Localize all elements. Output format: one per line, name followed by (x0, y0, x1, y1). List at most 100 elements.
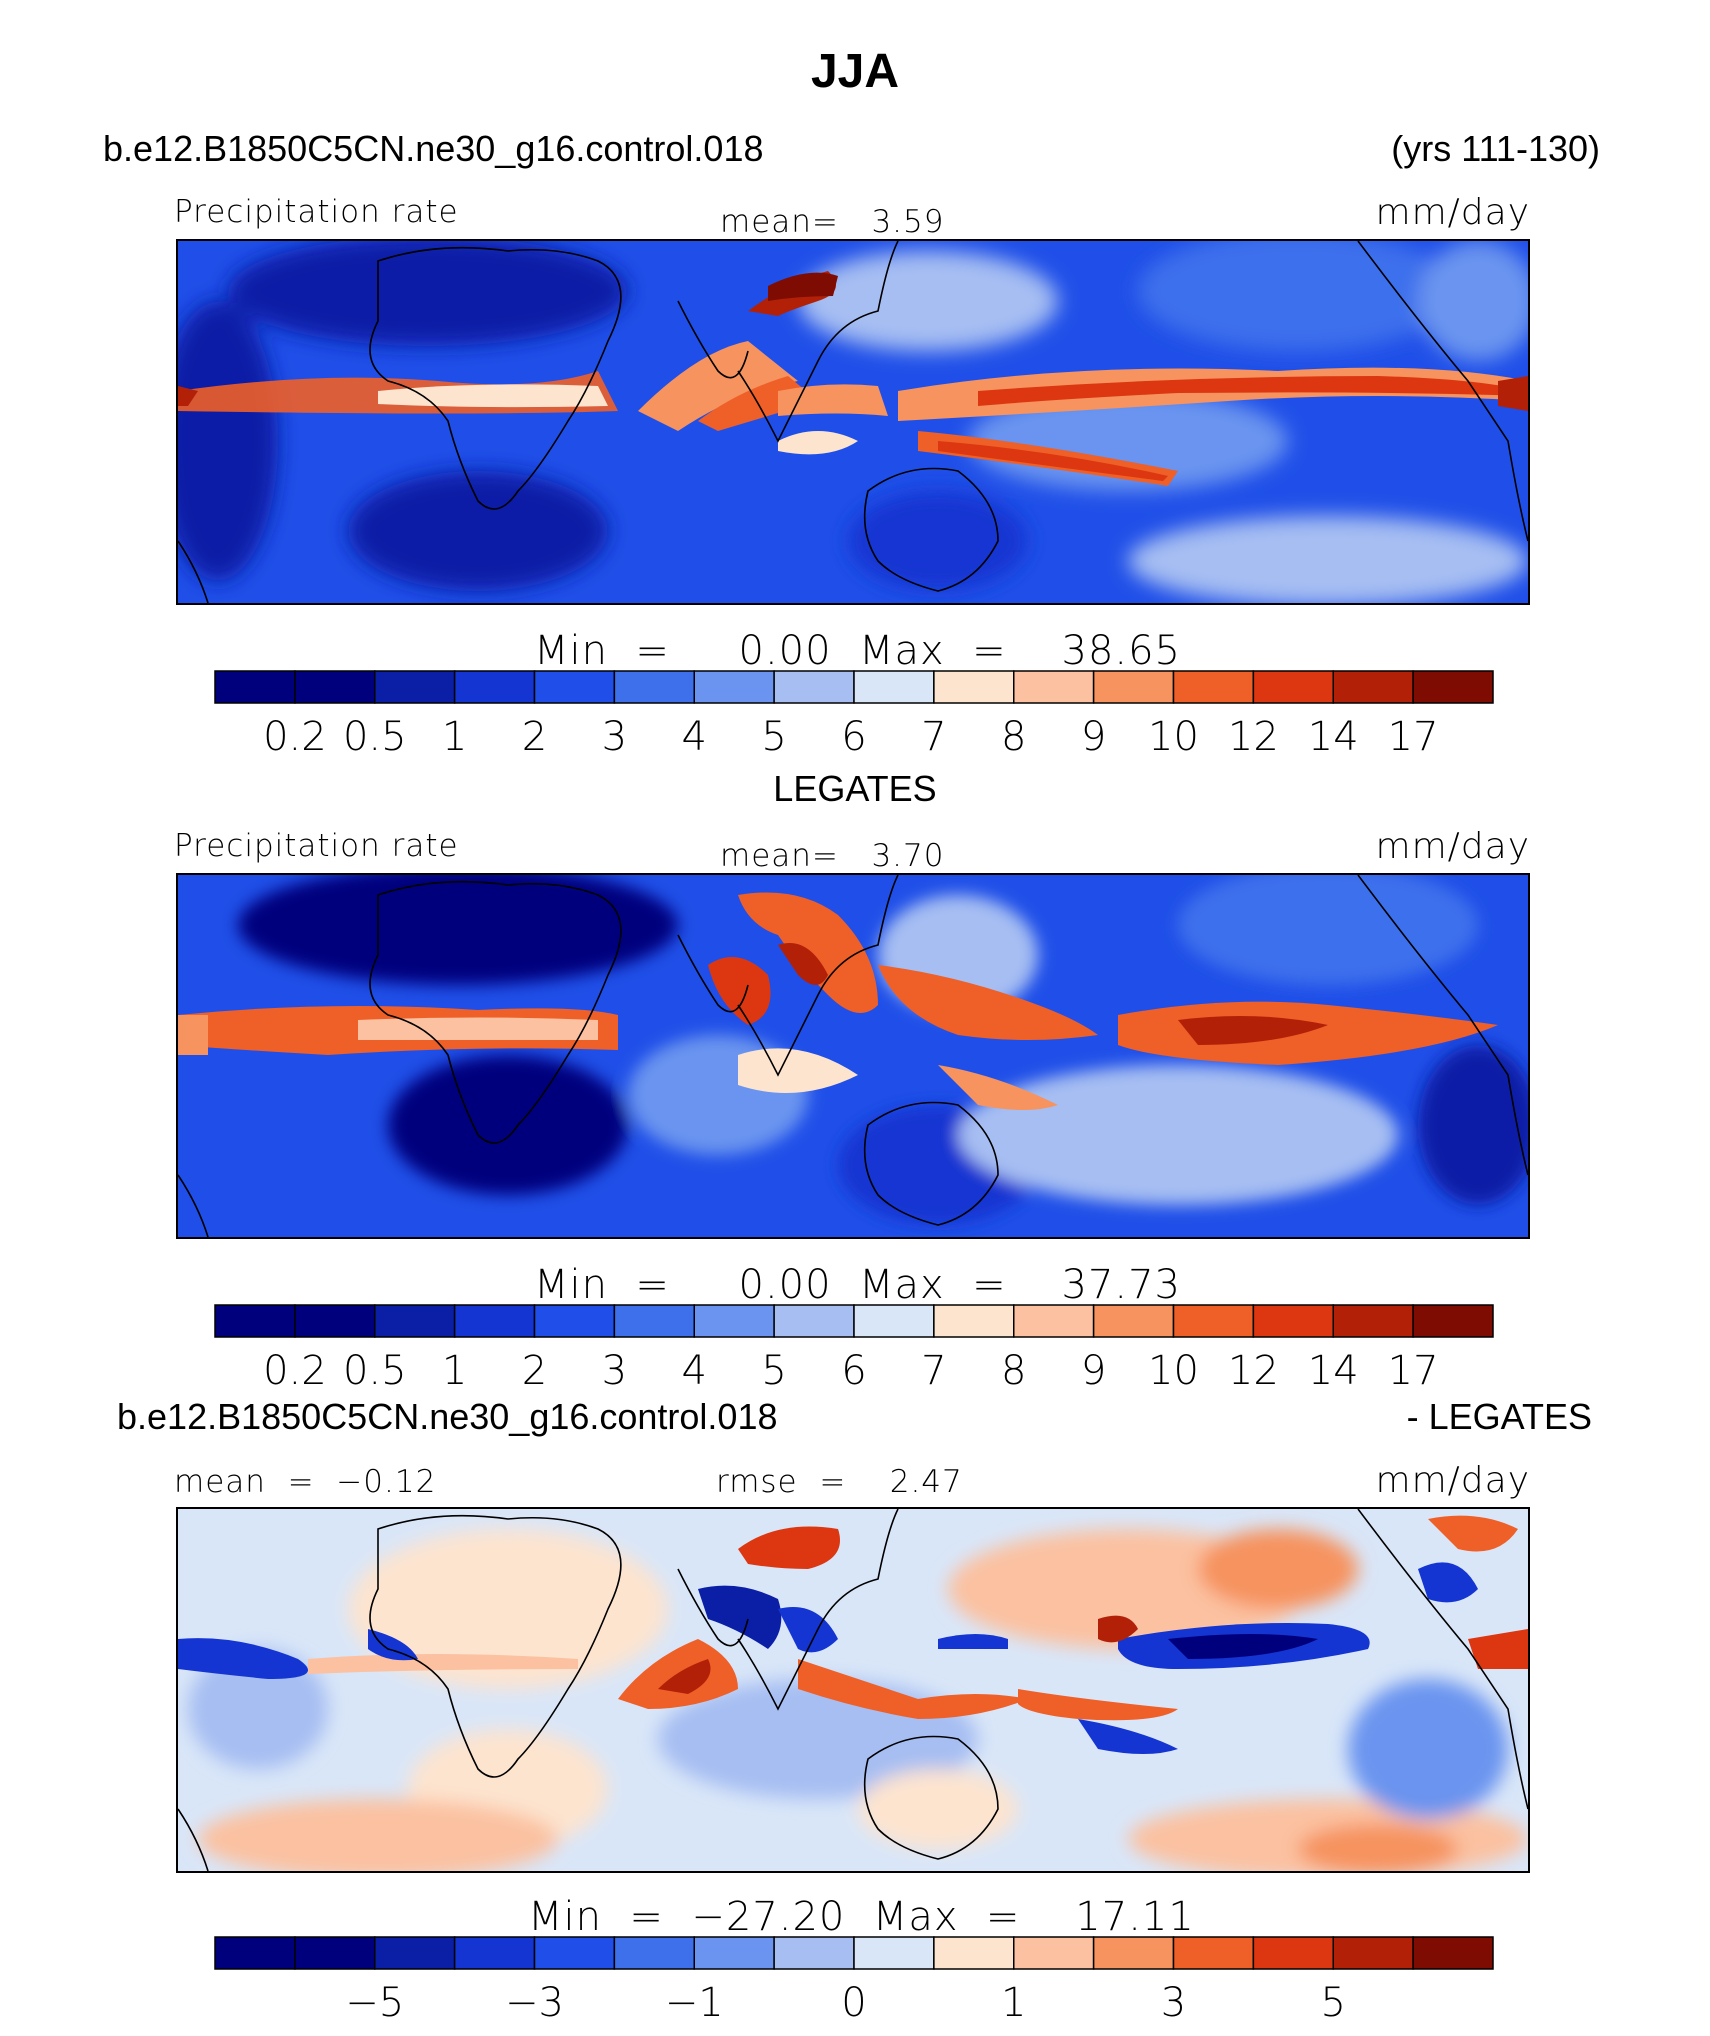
colorbar-swatch (214, 670, 296, 704)
colorbar-tick-label: 8 (1001, 1348, 1026, 1394)
colorbar-swatch (1172, 1304, 1255, 1338)
colorbar-tick-label: −3 (505, 1980, 564, 2026)
colorbar-swatch (693, 670, 775, 704)
colorbar-swatch (773, 1936, 855, 1970)
panel1-variable-label: Precipitation rate (174, 194, 459, 230)
colorbar-swatch (1412, 1304, 1494, 1338)
panel3-min-max: Min = −27.20 Max = 17.11 (528, 1894, 1195, 1940)
colorbar-swatch (693, 1936, 775, 1970)
colorbar-swatch (1332, 1936, 1414, 1970)
colorbar-swatch (1013, 1936, 1095, 1970)
colorbar-swatch (1172, 670, 1255, 704)
panel1-case-name: b.e12.B1850C5CN.ne30_g16.control.018 (103, 128, 764, 169)
colorbar-tick-label: 5 (761, 714, 786, 760)
colorbar-tick-label: 10 (1148, 1348, 1199, 1394)
colorbar-tick-label: 0.5 (343, 714, 407, 760)
colorbar-swatch (214, 1936, 296, 1970)
colorbar-swatch (1092, 1936, 1175, 1970)
colorbar-swatch (374, 670, 456, 704)
colorbar-tick-label: 12 (1228, 1348, 1279, 1394)
panel2-colorbar: 0.2 0.5 1 2 3 4 5 6 7 8 9 10 12 14 17 (214, 1304, 1494, 1394)
panel3-minus-label: - LEGATES (1406, 1396, 1592, 1437)
colorbar-swatch (933, 670, 1015, 704)
colorbar-tick-label: 7 (921, 1348, 946, 1394)
colorbar-swatch (374, 1304, 456, 1338)
colorbar-swatch (294, 1304, 376, 1338)
colorbar-swatch (1332, 1304, 1414, 1338)
colorbar-swatch (533, 1304, 616, 1338)
colorbar-tick-label: 6 (841, 714, 866, 760)
panel3-colorbar: −5 −3 −1 0 1 3 5 (214, 1936, 1494, 2026)
colorbar-tick-label: 5 (1321, 1980, 1346, 2026)
colorbar-tick-label: 4 (682, 1348, 707, 1394)
colorbar-swatch (853, 1936, 935, 1970)
colorbar-tick-label: 3 (602, 1348, 627, 1394)
panel1-min-max: Min = 0.00 Max = 38.65 (534, 628, 1181, 674)
colorbar-swatch (773, 1304, 855, 1338)
colorbar-swatch (1412, 1936, 1494, 1970)
colorbar-tick-label: 17 (1388, 714, 1439, 760)
colorbar-tick-label: 8 (1001, 714, 1026, 760)
colorbar-swatch (693, 1304, 775, 1338)
panel3-case-name: b.e12.B1850C5CN.ne30_g16.control.018 (117, 1396, 778, 1437)
colorbar-swatch (613, 1304, 695, 1338)
colorbar-tick-label: 3 (602, 714, 627, 760)
colorbar-tick-label: 14 (1308, 1348, 1359, 1394)
panel1-years: (yrs 111-130) (1391, 128, 1600, 169)
colorbar-tick-label: 14 (1308, 714, 1359, 760)
panel3-units-label: mm/day (1375, 1460, 1530, 1501)
colorbar-swatch (933, 1304, 1015, 1338)
colorbar-tick-label: 2 (522, 1348, 547, 1394)
colorbar-tick-label: 9 (1081, 714, 1106, 760)
colorbar-swatch (1332, 670, 1414, 704)
colorbar-tick-label: −1 (665, 1980, 724, 2026)
colorbar-swatch (294, 670, 376, 704)
colorbar-tick-label: 1 (442, 714, 467, 760)
colorbar-swatch (533, 670, 616, 704)
panel2-map (176, 873, 1530, 1239)
colorbar-tick-label: 2 (522, 714, 547, 760)
colorbar-tick-label: 7 (921, 714, 946, 760)
colorbar-tick-label: 0.5 (343, 1348, 407, 1394)
colorbar-tick-label: 9 (1081, 1348, 1106, 1394)
colorbar-tick-label: 5 (761, 1348, 786, 1394)
colorbar-swatch (1252, 1304, 1334, 1338)
colorbar-swatch (214, 1304, 296, 1338)
colorbar-swatch (933, 1936, 1015, 1970)
colorbar-swatch (1013, 670, 1095, 704)
panel1-map (176, 239, 1530, 605)
panel3-rmse-label: rmse = 2.47 (716, 1464, 963, 1500)
colorbar-tick-label: 12 (1228, 714, 1279, 760)
colorbar-swatch (1412, 670, 1494, 704)
panel2-title: LEGATES (773, 768, 937, 809)
colorbar-tick-label: 17 (1388, 1348, 1439, 1394)
colorbar-swatch (853, 1304, 935, 1338)
colorbar-swatch (533, 1936, 616, 1970)
colorbar-tick-label: 3 (1161, 1980, 1186, 2026)
colorbar-tick-label: 0.2 (263, 1348, 327, 1394)
colorbar-tick-label: 4 (682, 714, 707, 760)
colorbar-swatch (453, 1936, 536, 1970)
colorbar-tick-label: 0.2 (263, 714, 327, 760)
colorbar-tick-label: −5 (345, 1980, 404, 2026)
colorbar-swatch (294, 1936, 376, 1970)
colorbar-swatch (1092, 1304, 1175, 1338)
panel1-units-label: mm/day (1375, 192, 1530, 233)
figure-title: JJA (810, 45, 900, 98)
panel2-mean-label: mean= 3.70 (720, 838, 945, 874)
colorbar-swatch (613, 1936, 695, 1970)
panel3-map (176, 1507, 1530, 1873)
colorbar-tick-label: 1 (442, 1348, 467, 1394)
panel1-mean-label: mean= 3.59 (720, 204, 945, 240)
colorbar-tick-label: 1 (1001, 1980, 1026, 2026)
colorbar-swatch (773, 670, 855, 704)
colorbar-swatch (453, 670, 536, 704)
panel1-colorbar: 0.2 0.5 1 2 3 4 5 6 7 8 9 10 12 14 17 (214, 670, 1494, 760)
colorbar-swatch (613, 670, 695, 704)
colorbar-swatch (374, 1936, 456, 1970)
colorbar-swatch (853, 670, 935, 704)
panel3-mean-label: mean = −0.12 (174, 1464, 437, 1500)
colorbar-tick-label: 6 (841, 1348, 866, 1394)
colorbar-swatch (1092, 670, 1175, 704)
colorbar-tick-label: 0 (841, 1980, 866, 2026)
